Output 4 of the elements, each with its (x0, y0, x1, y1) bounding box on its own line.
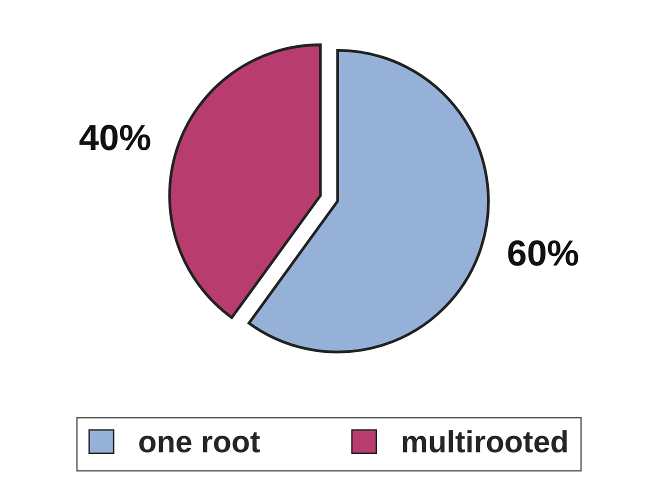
data-label: 40% (79, 124, 150, 150)
data-label: 60% (508, 240, 578, 266)
legend-label: multirooted (402, 430, 567, 453)
legend-label: one root (139, 432, 260, 453)
